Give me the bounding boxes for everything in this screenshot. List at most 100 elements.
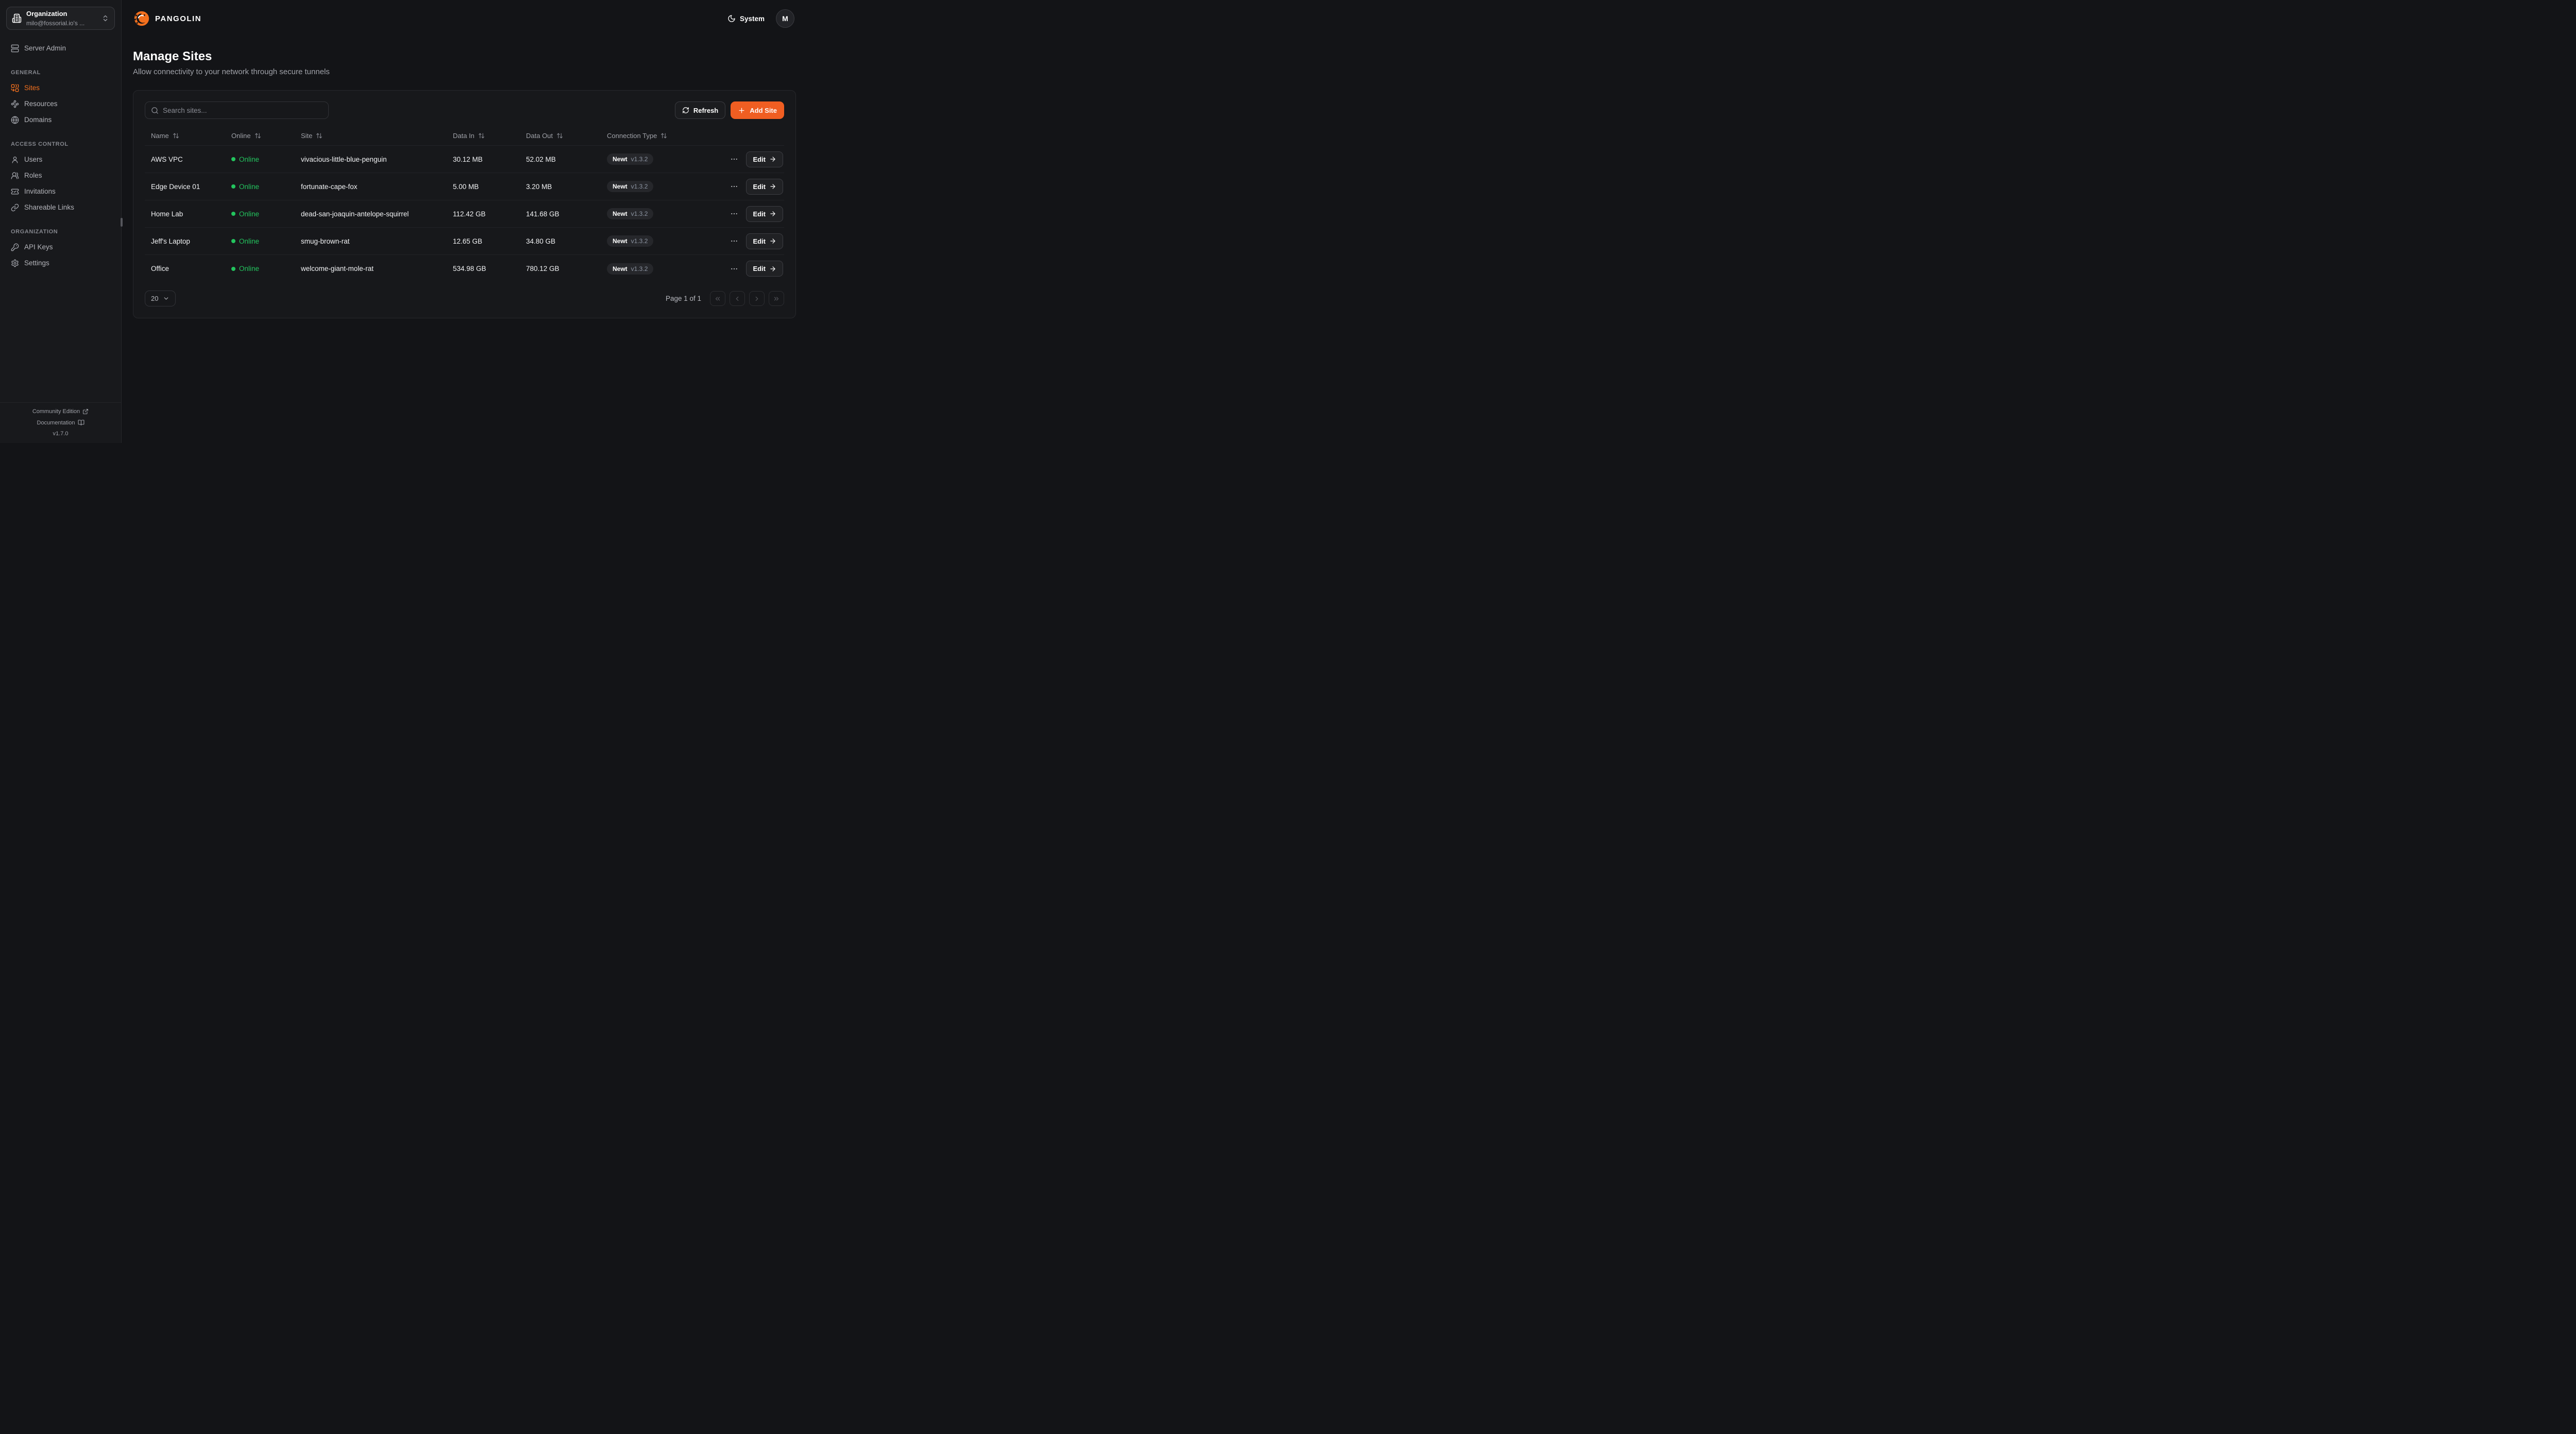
column-header-connection-type[interactable]: Connection Type [601, 132, 699, 140]
arrow-right-icon [769, 265, 776, 272]
sidebar-item-shareable-links[interactable]: Shareable Links [6, 199, 115, 215]
community-edition-label: Community Edition [32, 408, 80, 415]
key-icon [11, 243, 19, 251]
site-slug: vivacious-little-blue-penguin [301, 155, 387, 163]
arrow-right-icon [769, 237, 776, 245]
column-header-name[interactable]: Name [145, 132, 225, 140]
sidebar-item-api-keys[interactable]: API Keys [6, 239, 115, 255]
sidebar-item-label: Settings [24, 259, 49, 267]
chevrons-right-icon [773, 295, 780, 302]
sidebar-nav: Server Admin GENERAL Sites Resources Dom… [6, 30, 115, 402]
sidebar-item-label: API Keys [24, 243, 53, 251]
row-menu-button[interactable] [729, 209, 739, 219]
edit-button[interactable]: Edit [746, 261, 783, 277]
sort-icon [478, 132, 485, 139]
sidebar-item-label: Invitations [24, 187, 56, 195]
online-dot-icon [231, 184, 235, 189]
avatar[interactable]: M [776, 9, 794, 28]
community-edition-link[interactable]: Community Edition [5, 408, 116, 415]
online-dot-icon [231, 157, 235, 161]
page-size-select[interactable]: 20 [145, 291, 176, 306]
sidebar-item-label: Roles [24, 172, 42, 179]
site-slug: smug-brown-rat [301, 237, 350, 245]
sidebar-item-roles[interactable]: Roles [6, 167, 115, 183]
sidebar-item-users[interactable]: Users [6, 151, 115, 167]
site-name: Jeff's Laptop [151, 237, 190, 245]
link-icon [11, 203, 19, 212]
column-header-online[interactable]: Online [225, 132, 295, 140]
sidebar-item-label: Domains [24, 116, 52, 124]
sidebar-item-invitations[interactable]: Invitations [6, 183, 115, 199]
table-row: Home Lab Online dead-san-joaquin-antelop… [145, 200, 784, 228]
table-header-row: Name Online Site Data In [145, 126, 784, 146]
chevron-left-icon [734, 295, 741, 302]
table-row: Jeff's Laptop Online smug-brown-rat 12.6… [145, 228, 784, 255]
first-page-button[interactable] [710, 291, 725, 306]
ticket-check-icon [11, 187, 19, 196]
sidebar-item-settings[interactable]: Settings [6, 255, 115, 271]
sidebar-item-label: Sites [24, 84, 40, 92]
brand: PANGOLIN [133, 10, 201, 27]
site-slug: dead-san-joaquin-antelope-squirrel [301, 210, 409, 218]
sidebar-item-resources[interactable]: Resources [6, 96, 115, 112]
sidebar-item-server-admin[interactable]: Server Admin [6, 40, 115, 56]
building-icon [12, 13, 22, 23]
theme-toggle[interactable]: System [727, 14, 765, 23]
edit-button[interactable]: Edit [746, 178, 783, 195]
data-in: 534.98 GB [453, 265, 486, 272]
site-slug: welcome-giant-mole-rat [301, 265, 374, 272]
sidebar-item-sites[interactable]: Sites [6, 80, 115, 96]
row-menu-button[interactable] [729, 181, 739, 192]
row-menu-button[interactable] [729, 264, 739, 274]
sites-table: Name Online Site Data In [145, 126, 784, 282]
site-name: AWS VPC [151, 155, 183, 163]
sites-card: Refresh Add Site Name [133, 90, 796, 318]
org-selector[interactable]: Organization milo@fossorial.io's ... [6, 7, 115, 30]
section-title-organization: ORGANIZATION [11, 229, 58, 235]
data-out: 141.68 GB [526, 210, 560, 218]
documentation-link[interactable]: Documentation [5, 419, 116, 426]
prev-page-button[interactable] [730, 291, 745, 306]
arrow-right-icon [769, 210, 776, 217]
edit-button[interactable]: Edit [746, 206, 783, 222]
refresh-button[interactable]: Refresh [674, 101, 726, 119]
column-header-site[interactable]: Site [295, 132, 447, 140]
online-dot-icon [231, 239, 235, 243]
brand-name: PANGOLIN [155, 14, 202, 23]
edit-button[interactable]: Edit [746, 233, 783, 249]
status-badge: Online [225, 183, 295, 191]
site-slug: fortunate-cape-fox [301, 182, 358, 191]
page-subtitle: Allow connectivity to your network throu… [133, 67, 330, 76]
online-dot-icon [231, 266, 235, 271]
sidebar-footer: Community Edition Documentation v1.7.0 [0, 402, 121, 443]
site-name: Home Lab [151, 210, 183, 218]
documentation-label: Documentation [37, 419, 75, 426]
combine-icon [11, 84, 19, 92]
server-icon [11, 44, 19, 53]
edit-button[interactable]: Edit [746, 151, 783, 167]
sidebar-item-label: Server Admin [24, 44, 66, 52]
data-out: 34.80 GB [526, 237, 556, 245]
row-menu-button[interactable] [729, 154, 739, 164]
column-header-data-out[interactable]: Data Out [520, 132, 601, 140]
table-row: Edge Device 01 Online fortunate-cape-fox… [145, 173, 784, 200]
section-title-general: GENERAL [11, 70, 41, 76]
next-page-button[interactable] [749, 291, 765, 306]
add-site-button[interactable]: Add Site [731, 101, 784, 119]
content: Manage Sites Allow connectivity to your … [122, 37, 808, 318]
status-badge: Online [225, 210, 295, 218]
row-menu-button[interactable] [729, 236, 739, 246]
search-input[interactable] [163, 106, 323, 114]
status-badge: Online [225, 156, 295, 163]
sidebar-item-domains[interactable]: Domains [6, 112, 115, 128]
sidebar-item-label: Shareable Links [24, 203, 74, 211]
sort-icon [173, 132, 179, 139]
connection-type-badge: Newt v1.3.2 [607, 181, 654, 192]
refresh-icon [682, 107, 689, 114]
section-title-access-control: ACCESS CONTROL [11, 141, 69, 147]
status-badge: Online [225, 237, 295, 245]
data-in: 30.12 MB [453, 155, 483, 163]
last-page-button[interactable] [769, 291, 784, 306]
column-header-data-in[interactable]: Data In [447, 132, 520, 140]
sidebar-scrollbar-thumb[interactable] [121, 218, 123, 227]
